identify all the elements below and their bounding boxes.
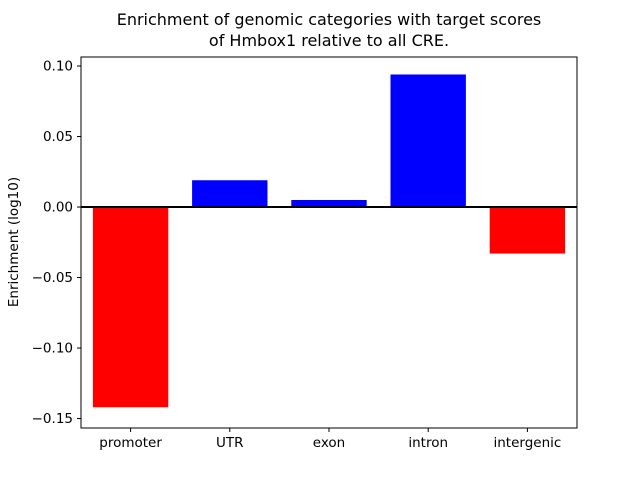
y-tick-label: 0.05: [43, 129, 73, 145]
y-tick-label: −0.05: [32, 270, 73, 286]
bar-promoter: [92, 207, 169, 408]
y-tick-label: −0.15: [32, 411, 73, 427]
chart-title-line2: of Hmbox1 relative to all CRE.: [208, 30, 450, 50]
bar-intergenic: [489, 207, 566, 254]
plot-area: 0.10 0.05 0.00 −0.05 −0.10 −0.15 promoter UTR ex…: [32, 56, 578, 451]
x-tick-label-UTR: UTR: [216, 435, 244, 451]
x-tick-label-intron: intron: [408, 435, 448, 451]
bar-intron: [390, 74, 466, 208]
y-tick-label: 0.00: [43, 200, 73, 216]
y-axis-label: Enrichment (log10): [6, 177, 22, 307]
y-tick-label: −0.10: [32, 341, 73, 357]
y-tick-label: 0.10: [43, 59, 73, 75]
chart-title: Enrichment of genomic categories with ta…: [81, 10, 577, 52]
x-tick-label-intergenic: intergenic: [493, 435, 561, 451]
bar-exon: [291, 199, 367, 208]
chart-title-line1: Enrichment of genomic categories with ta…: [116, 10, 542, 29]
bar-UTR: [192, 180, 268, 208]
x-tick-label-exon: exon: [313, 435, 345, 451]
x-tick-label-promoter: promoter: [99, 435, 162, 451]
